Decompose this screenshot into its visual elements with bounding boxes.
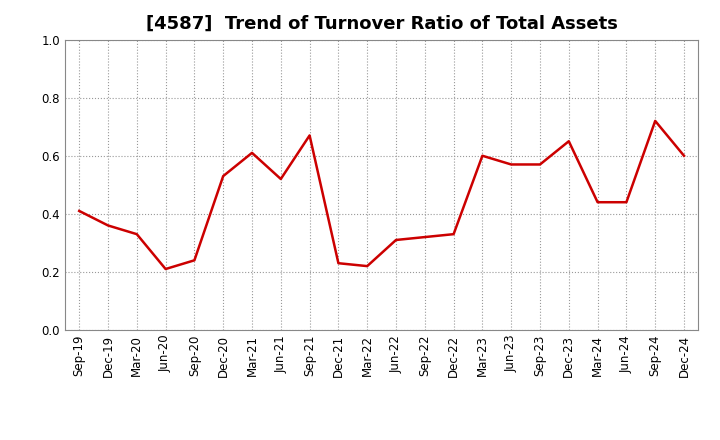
Title: [4587]  Trend of Turnover Ratio of Total Assets: [4587] Trend of Turnover Ratio of Total … — [145, 15, 618, 33]
